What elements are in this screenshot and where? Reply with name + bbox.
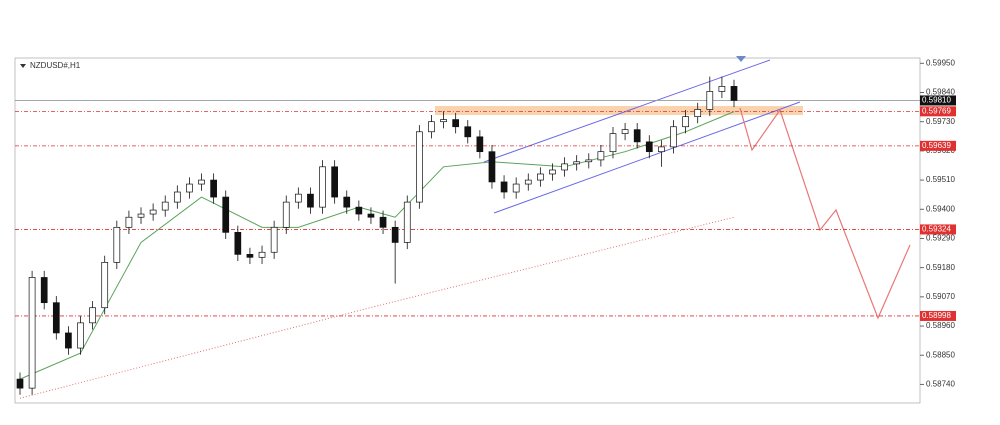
candle-body [682, 116, 689, 128]
candle-body [633, 129, 641, 143]
candle-body [512, 183, 520, 193]
candle-body [343, 196, 351, 208]
candle-body [561, 163, 568, 171]
supply-zone [435, 106, 803, 115]
candle-body [246, 254, 254, 258]
candle-body [270, 226, 278, 253]
channel-lower [493, 101, 801, 214]
candle-body [210, 179, 217, 198]
candle-body [161, 201, 169, 211]
y-tick-label: 0.59290 [926, 234, 955, 243]
candle-body [186, 183, 193, 193]
candle-body [645, 141, 653, 153]
candle-body [416, 131, 423, 203]
y-tick-label: 0.59510 [926, 175, 955, 184]
y-tick-label: 0.59950 [926, 58, 955, 67]
plot-frame [14, 57, 921, 404]
candle-body [282, 201, 290, 228]
level-tag [920, 224, 956, 235]
moving-average [19, 216, 735, 399]
candle-body [391, 226, 399, 243]
marker [736, 56, 746, 62]
candle-body [222, 196, 230, 233]
level-tag [920, 310, 956, 321]
projection [739, 107, 911, 320]
candle-body [476, 136, 484, 153]
moving-average [19, 111, 735, 380]
candle-body [234, 232, 242, 255]
candle-body [16, 378, 24, 389]
candle-body [597, 151, 605, 161]
y-tick-label: 0.58740 [926, 380, 955, 389]
candle-body [198, 179, 205, 185]
candle-body [452, 119, 460, 128]
candle-body [173, 191, 181, 203]
y-tick-label: 0.58960 [926, 321, 955, 330]
candle-body [573, 161, 581, 165]
chart-title: NZDUSD#,H1 [30, 61, 81, 70]
y-tick-label: 0.58850 [926, 350, 955, 359]
menu-arrow [20, 64, 26, 68]
level-tag [920, 140, 956, 151]
candle-body [65, 332, 72, 349]
candle-body [101, 261, 109, 309]
candle-body [549, 169, 556, 175]
candle-body [524, 179, 532, 185]
candle-body [89, 307, 96, 324]
candle-body [258, 251, 266, 258]
candle-body [609, 133, 617, 153]
candle-body [718, 86, 726, 92]
candle-body [331, 166, 338, 198]
candle-body [355, 206, 363, 215]
y-tick-label: 0.59840 [926, 88, 955, 97]
y-tick-label: 0.59070 [926, 292, 955, 301]
candle-body [28, 277, 36, 389]
candle-body [488, 151, 496, 183]
candle-body [40, 277, 48, 304]
level-tag [920, 106, 956, 117]
candle-body [585, 159, 593, 163]
last-price-tag [920, 95, 956, 106]
candle-body [621, 129, 629, 134]
candle-body [379, 216, 387, 228]
candle-body [319, 166, 326, 208]
candle-body [294, 193, 302, 203]
candle-body [440, 119, 447, 123]
candle-body [77, 322, 84, 349]
candle-body [537, 173, 544, 181]
level-label: 0.59324 [922, 225, 951, 234]
candle-body [464, 126, 472, 138]
y-tick-label: 0.59180 [926, 263, 955, 272]
level-label: 0.59639 [922, 141, 951, 150]
candle-body [367, 213, 375, 218]
level-label: 0.59769 [922, 106, 951, 115]
candle-body [113, 226, 121, 263]
candle-body [658, 146, 665, 153]
candle-body [500, 181, 508, 193]
candle-body [307, 193, 314, 208]
candle-body [670, 126, 677, 148]
candle-body [730, 86, 738, 101]
candle-body [52, 302, 60, 334]
candle-body [706, 91, 714, 110]
level-label: 0.58998 [922, 311, 951, 320]
candle-body [694, 109, 702, 117]
candle-body [125, 216, 133, 228]
candle-body [137, 213, 145, 218]
y-tick-label: 0.59730 [926, 117, 955, 126]
candle-body [428, 121, 435, 133]
y-tick-label: 0.59400 [926, 204, 955, 213]
candle-body [149, 209, 157, 215]
last-price-label: 0.59810 [922, 96, 951, 105]
candle-body [403, 201, 411, 243]
